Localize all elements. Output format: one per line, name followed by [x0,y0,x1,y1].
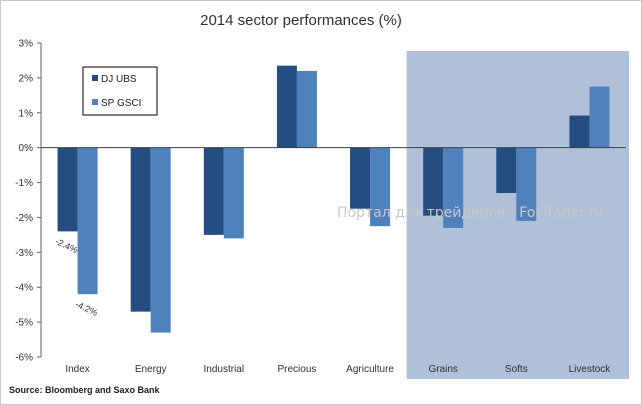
bar-grains-dj-ubs [423,147,444,216]
bar-agriculture-dj-ubs [350,147,371,209]
y-tick-label: 1% [19,108,34,119]
bar-livestock-dj-ubs [569,115,590,148]
bar-precious-dj-ubs [276,65,297,148]
category-label-index: Index [65,364,89,375]
category-label-agriculture: Agriculture [346,364,394,375]
chart-title: 2014 sector performances (%) [200,12,402,29]
bar-index-dj-ubs [57,147,78,232]
y-axis: 3% 2% 1% 0% -1% -2% -3% -4% -5% -6% [15,39,42,364]
bar-industrial-dj-ubs [203,147,224,235]
category-label-energy: Energy [135,364,167,375]
category-label-softs: Softs [505,364,528,375]
bar-energy-sp-gsci [150,147,171,333]
source-note: Source: Bloomberg and Saxo Bank [9,385,161,395]
category-label-industrial: Industrial [204,364,245,375]
y-tick-label: -3% [15,248,33,259]
bar-index-sp-gsci [77,147,98,295]
bar-energy-dj-ubs [130,147,151,312]
watermark: Портал для трейдеров - ForTrader.ru [337,205,603,221]
legend-swatch-dj-ubs [92,75,98,81]
bar-series [57,65,610,333]
y-tick-label: 0% [19,143,34,154]
data-label-index-sp-gsci: -4.2% [74,299,100,318]
legend-label-sp-gsci: SP GSCI [101,98,141,109]
category-label-grains: Grains [428,364,457,375]
data-label-index-dj-ubs: -2.4% [54,236,80,255]
bar-agriculture-sp-gsci [370,147,391,227]
legend-label-dj-ubs: DJ UBS [101,74,137,85]
category-label-precious: Precious [277,364,316,375]
legend-swatch-sp-gsci [92,99,98,105]
y-tick-label: -2% [15,213,33,224]
y-tick-label: 2% [19,73,34,84]
y-tick-label: -1% [15,178,33,189]
bar-livestock-sp-gsci [589,86,610,148]
bar-softs-sp-gsci [516,147,537,221]
y-tick-label: -6% [15,353,33,364]
bar-grains-sp-gsci [443,147,464,228]
bar-precious-sp-gsci [296,70,317,148]
bar-softs-dj-ubs [496,147,517,194]
legend: DJ UBS SP GSCI [82,66,158,116]
category-axis: Index Energy Industrial Precious Agriculture… [65,364,611,375]
y-tick-label: 3% [19,39,34,50]
bar-industrial-sp-gsci [223,147,244,239]
category-label-livestock: Livestock [569,364,612,375]
y-tick-label: -5% [15,318,33,329]
y-tick-label: -4% [15,283,33,294]
